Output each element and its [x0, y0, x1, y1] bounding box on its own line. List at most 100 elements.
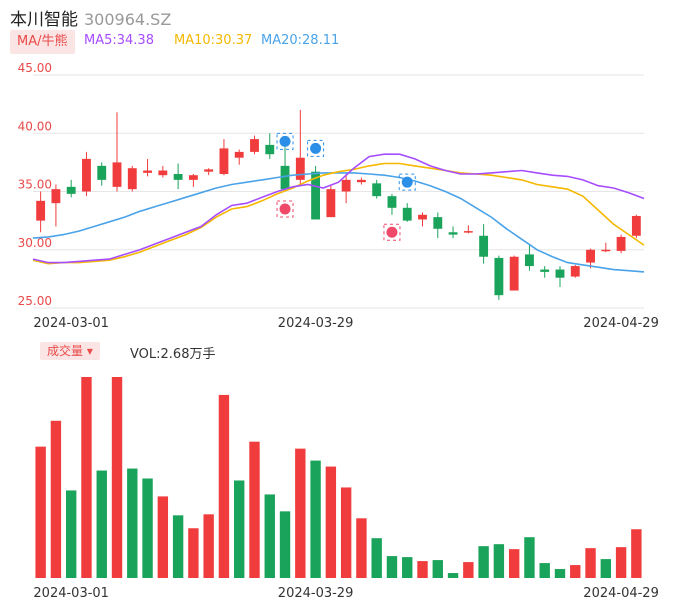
- volume-bar: [279, 511, 291, 578]
- volume-bar: [35, 446, 46, 578]
- x-tick-label: 2024-03-01: [33, 316, 109, 331]
- volume-bar: [234, 480, 245, 578]
- candle-body: [509, 256, 519, 291]
- candle-body: [280, 165, 290, 190]
- signal-frame: [398, 173, 416, 191]
- candle-body: [525, 254, 534, 267]
- candle-body: [173, 174, 183, 180]
- candle-body: [540, 269, 550, 272]
- ma5-legend: MA5:34.38: [84, 33, 154, 48]
- volume-bar: [447, 573, 459, 578]
- candle-body: [51, 189, 61, 204]
- candle-body: [616, 236, 626, 251]
- signal-dot: [279, 135, 291, 147]
- candle-body: [265, 144, 275, 155]
- bull-signal-icon: [276, 200, 294, 218]
- dropdown-arrow-icon: ▾: [86, 344, 93, 358]
- volume-bar: [539, 563, 550, 578]
- candle-body: [36, 200, 46, 221]
- candle-body: [494, 257, 504, 296]
- volume-bar: [463, 562, 474, 578]
- volume-bar: [631, 529, 642, 578]
- volume-bar: [249, 441, 260, 578]
- volume-bar: [203, 514, 214, 578]
- volume-bar: [493, 544, 505, 578]
- bear-signal-icon: [307, 139, 325, 157]
- volume-bar: [585, 548, 596, 578]
- candle-body: [97, 165, 107, 180]
- volume-bar: [50, 420, 62, 578]
- candle-body: [311, 171, 321, 220]
- volume-value: VOL:2.68万手: [130, 347, 216, 362]
- volume-bar: [81, 377, 92, 578]
- volume-bar: [172, 515, 184, 578]
- volume-bar: [554, 569, 566, 578]
- candle-body: [387, 196, 397, 208]
- ma20-legend: MA20:28.11: [261, 33, 340, 48]
- stock-code: 300964.SZ: [84, 10, 172, 29]
- candle-body: [418, 214, 427, 220]
- volume-x-tick-label: 2024-04-29: [583, 586, 659, 601]
- candle-body: [372, 183, 382, 197]
- candle-body: [341, 179, 351, 192]
- y-tick-label: 45.00: [18, 61, 52, 75]
- x-tick-label: 2024-04-29: [583, 316, 659, 331]
- candle-body: [295, 157, 305, 180]
- volume-button-label: 成交量: [47, 344, 84, 358]
- y-tick-label: 35.00: [18, 178, 52, 192]
- y-tick-label: 25.00: [18, 294, 52, 308]
- candle-body: [158, 170, 168, 176]
- volume-bar: [508, 549, 520, 578]
- candle-body: [631, 215, 641, 236]
- bull-signal-icon: [383, 223, 401, 241]
- candle-body: [250, 139, 259, 152]
- candle-body: [463, 231, 473, 233]
- volume-bar: [310, 460, 321, 578]
- candle-body: [127, 168, 137, 190]
- volume-bar: [325, 466, 337, 578]
- candle-body: [112, 162, 122, 187]
- volume-bar: [127, 468, 138, 578]
- volume-bar: [371, 538, 382, 578]
- candle-body: [433, 217, 443, 229]
- stock-name: 本川智能: [10, 10, 78, 30]
- ma10-line: [32, 162, 645, 265]
- volume-bar: [432, 560, 443, 578]
- volume-bar: [386, 556, 398, 578]
- candle-body: [601, 249, 611, 252]
- signal-dot: [401, 176, 413, 188]
- signal-frame: [383, 223, 401, 241]
- ma5-line: [32, 153, 645, 264]
- volume-bar: [615, 547, 627, 578]
- signal-dot: [310, 142, 322, 154]
- ma-bullbear-button[interactable]: MA/牛熊: [10, 30, 75, 54]
- volume-bar: [356, 518, 367, 578]
- volume-bar: [65, 490, 77, 578]
- candle-body: [326, 189, 336, 218]
- candle-body: [555, 269, 565, 278]
- candle-body: [448, 232, 458, 235]
- volume-bar: [96, 470, 107, 578]
- signal-frame: [276, 132, 294, 150]
- ma10-legend: MA10:30.37: [174, 33, 253, 48]
- signal-dot: [386, 226, 398, 238]
- bear-signal-icon: [398, 173, 416, 191]
- volume-bar: [402, 557, 413, 578]
- ma20-line: [32, 172, 645, 273]
- volume-bar: [524, 537, 535, 578]
- signal-frame: [276, 200, 294, 218]
- volume-bar: [570, 565, 581, 578]
- volume-bar: [142, 478, 153, 578]
- candle-body: [143, 170, 152, 173]
- volume-x-tick-label: 2024-03-29: [278, 586, 354, 601]
- candle-body: [188, 175, 198, 180]
- volume-button[interactable]: 成交量 ▾: [40, 342, 100, 360]
- candle-body: [219, 148, 229, 175]
- volume-bar: [157, 496, 169, 578]
- volume-bar: [340, 487, 352, 578]
- candle-body: [570, 266, 580, 277]
- candle-body: [356, 179, 366, 183]
- signal-frame: [307, 139, 325, 157]
- candle-body: [479, 235, 489, 257]
- candle-body: [82, 158, 91, 192]
